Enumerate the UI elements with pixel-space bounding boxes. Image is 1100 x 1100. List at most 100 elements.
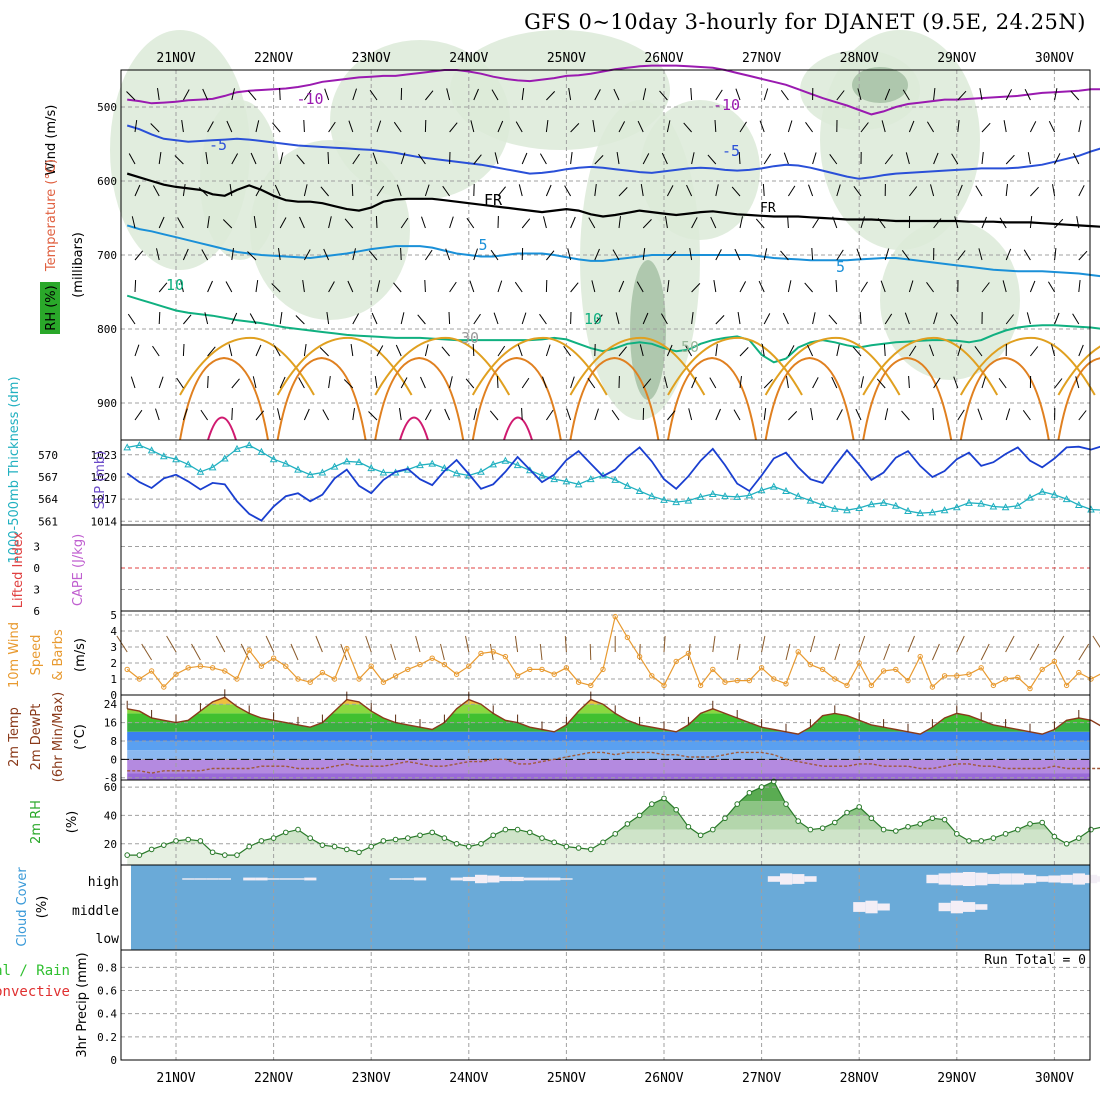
rh2m-marker	[209, 849, 216, 856]
upper-wind-barb	[763, 248, 768, 261]
upper-wind-barb	[1029, 121, 1037, 133]
upper-wind-barb	[181, 120, 184, 133]
rh2m-marker	[978, 838, 985, 844]
chart-title: GFS 0~10day 3-hourly for DJANET (9.5E, 2…	[524, 10, 1086, 34]
upper-wind-barb	[400, 312, 405, 325]
wind10-marker	[124, 666, 130, 673]
rh2m-marker	[819, 825, 826, 831]
temperature-contour-hot	[399, 416, 429, 441]
upper-wind-barb	[352, 88, 357, 101]
slp-tick-1020: 1020	[91, 471, 118, 484]
thickness-marker	[794, 492, 803, 500]
upper-wind-barb	[905, 152, 910, 165]
cloud-cell-high	[255, 877, 268, 881]
rh2m-marker	[1063, 840, 1070, 847]
upper-wind-barb	[639, 344, 644, 357]
upper-wind-barb	[328, 376, 331, 389]
thickness-marker	[684, 496, 693, 504]
precip-tick-0.8: 0.8	[97, 961, 117, 974]
rh2m-marker	[368, 843, 375, 850]
upper-wind-barb	[207, 216, 210, 229]
upper-wind-barb	[933, 152, 939, 165]
wind10-barb	[687, 643, 691, 661]
upper-wind-barb	[521, 218, 531, 229]
wind10-marker	[612, 613, 618, 620]
upper-wind-barb	[491, 89, 499, 101]
thickness-marker	[281, 459, 290, 467]
upper-wind-barb	[421, 216, 426, 229]
thickness-marker	[586, 475, 595, 483]
wind10-marker	[856, 660, 862, 666]
rh2m-marker	[356, 849, 362, 856]
upper-wind-barb	[158, 376, 164, 389]
upper-wind-barb	[860, 281, 868, 293]
upper-wind-barb	[158, 282, 168, 293]
upper-wind-barb	[884, 313, 893, 325]
wind10-marker	[880, 668, 887, 674]
upper-wind-barb	[685, 345, 693, 357]
date-label-bottom-22NOV: 22NOV	[254, 1071, 293, 1086]
axis-label-convective: Convective	[0, 984, 70, 1000]
wind10-barb	[415, 635, 421, 653]
wind10-marker	[514, 673, 521, 679]
upper-wind-barb	[758, 280, 765, 293]
wind10-barb	[166, 635, 177, 653]
wind10-barb	[1005, 635, 1015, 653]
rh-legend-swatch	[40, 282, 60, 334]
upper-wind-barb	[570, 376, 575, 389]
rh2m-marker	[673, 806, 680, 813]
wind10-marker	[893, 666, 899, 673]
upper-wind-barb	[787, 215, 789, 229]
lifted-tick-0: 0	[33, 562, 40, 575]
wind10-marker	[1088, 676, 1094, 682]
cloud-cell-high	[194, 878, 207, 880]
rh2m-marker	[283, 829, 289, 836]
upper-wind-barb	[469, 280, 475, 293]
date-label-bottom-25NOV: 25NOV	[547, 1071, 586, 1086]
upper-wind-barb	[855, 408, 862, 421]
rh2m-marker	[319, 842, 326, 848]
upper-wind-barb	[1078, 280, 1081, 293]
wind10-marker	[697, 682, 704, 689]
upper-wind-barb	[759, 120, 765, 133]
upper-wind-barb	[449, 376, 453, 389]
temperature-contour-hot	[207, 416, 237, 441]
upper-wind-barb	[521, 88, 525, 101]
axis-label-slp: SLP (mb)	[93, 451, 108, 510]
wind10-marker	[307, 679, 313, 685]
upper-wind-barb	[274, 184, 281, 197]
cloud-cell-high	[938, 873, 951, 885]
rh2m-marker	[758, 784, 765, 790]
upper-wind-barb	[715, 344, 718, 357]
wind10-marker	[685, 650, 692, 657]
date-label-top-29NOV: 29NOV	[937, 51, 976, 66]
thickness-marker	[513, 461, 522, 469]
wind10-barb	[931, 643, 940, 661]
upper-wind-barb	[521, 377, 530, 389]
upper-wind-barb	[247, 251, 257, 261]
wind10-marker	[1063, 682, 1070, 689]
upper-wind-barb	[810, 408, 814, 421]
wind10-marker	[929, 684, 936, 690]
upper-wind-barb	[642, 378, 652, 389]
temperature-contour-warm	[959, 356, 1050, 441]
upper-wind-barb	[319, 347, 329, 357]
upper-wind-barb	[735, 88, 741, 101]
cloud-cell-high	[304, 877, 317, 881]
pressure-tick-800: 800	[97, 323, 117, 336]
thickness-marker	[550, 475, 559, 483]
upper-wind-barb	[156, 248, 160, 261]
thickness-marker	[379, 468, 388, 476]
rh2m-marker	[624, 821, 631, 827]
temp-band	[127, 750, 1090, 760]
rh2m-marker	[551, 839, 558, 846]
upper-wind-barb	[901, 410, 910, 421]
upper-wind-barb	[691, 376, 697, 389]
cloud-cell-middle	[963, 902, 976, 912]
upper-wind-barb	[859, 311, 862, 325]
dewpoint2m-line	[127, 751, 1100, 774]
thickness-marker	[1050, 490, 1059, 498]
upper-wind-barb	[1078, 185, 1085, 197]
cloud-cell-middle	[975, 904, 988, 910]
